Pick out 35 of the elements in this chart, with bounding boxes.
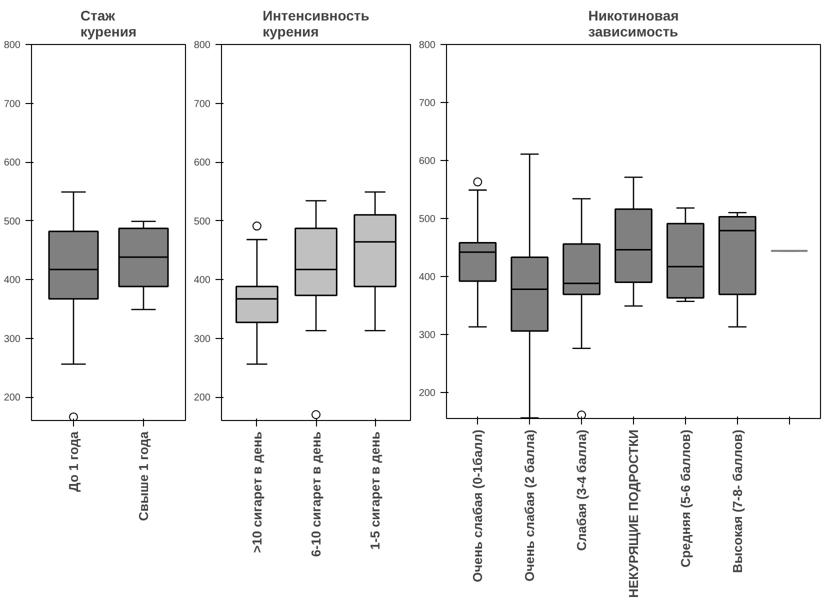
y-tick-label: 200 bbox=[4, 392, 21, 404]
y-tick-label: 700 bbox=[4, 98, 21, 110]
x-tick-label: Слабая (3-4 балла) bbox=[574, 429, 590, 551]
y-tick-label: 400 bbox=[418, 272, 436, 283]
x-tick-label: Свыше 1 года bbox=[136, 430, 151, 521]
x-tick-label: Средняя (5-6 баллов) bbox=[678, 429, 693, 568]
y-tick-label: 300 bbox=[418, 330, 436, 341]
y-tick-label: 700 bbox=[418, 98, 436, 109]
x-tick-label: >10 сигарет в день bbox=[249, 431, 264, 553]
y-tick-label: 500 bbox=[4, 216, 21, 228]
y-tick-label: 400 bbox=[194, 275, 211, 286]
x-tick-label: Очень слабая (0-1балл) bbox=[470, 429, 486, 582]
chart-title: Никотиновая зависимость bbox=[588, 8, 679, 40]
y-tick-label: 800 bbox=[4, 40, 21, 51]
y-tick-label: 800 bbox=[418, 40, 436, 51]
y-tick-label: 600 bbox=[194, 158, 211, 168]
x-tick-label: Очень слабая (2 балла) bbox=[522, 429, 538, 582]
y-tick-label: 600 bbox=[418, 156, 436, 167]
y-tick-label: 200 bbox=[194, 392, 211, 404]
y-tick-label: 500 bbox=[418, 214, 436, 225]
x-tick-label: До 1 года bbox=[66, 430, 81, 492]
x-tick-label: Высокая (7-8- баллов) bbox=[730, 429, 745, 574]
y-tick-label: 300 bbox=[4, 334, 21, 345]
y-tick-label: 800 bbox=[194, 40, 211, 51]
y-tick-label: 200 bbox=[418, 388, 436, 399]
y-tick-label: 500 bbox=[194, 216, 211, 228]
y-tick-label: 300 bbox=[194, 334, 211, 345]
chart-title: Стаж курения bbox=[80, 8, 137, 40]
y-tick-label: 600 bbox=[4, 158, 21, 168]
y-tick-label: 400 bbox=[4, 275, 21, 286]
chart-title: Интенсивность курения bbox=[262, 8, 370, 40]
x-tick-label: НЕКУРЯЩИЕ ПОДРОСТКИ bbox=[626, 429, 641, 598]
x-tick-label: 1-5 сигарет в день bbox=[368, 431, 383, 550]
x-tick-label: 6-10 сигарет в день bbox=[308, 431, 324, 557]
y-tick-label: 700 bbox=[194, 98, 211, 110]
